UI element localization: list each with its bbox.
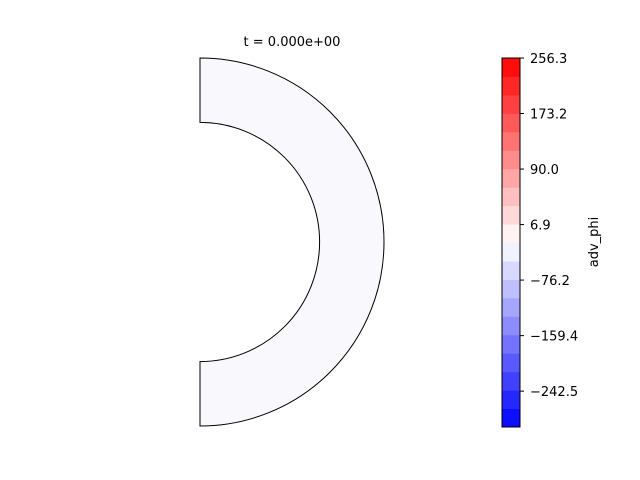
colorbar-band bbox=[502, 390, 520, 410]
colorbar-band bbox=[502, 279, 520, 299]
colorbar-tick-label: 173.2 bbox=[530, 108, 567, 123]
colorbar-tick-label: −159.4 bbox=[530, 330, 578, 345]
chart-title: t = 0.000e+00 bbox=[244, 35, 341, 50]
colorbar: 256.3 173.2 90.0 6.9 −76.2 −159.4 −242.5 bbox=[501, 52, 578, 428]
half-annulus-field bbox=[199, 57, 385, 427]
colorbar-band bbox=[502, 150, 520, 170]
colorbar-band bbox=[502, 187, 520, 207]
colorbar-tick-label: 256.3 bbox=[530, 52, 567, 67]
colorbar-band bbox=[502, 371, 520, 391]
colorbar-band bbox=[502, 316, 520, 336]
colorbar-tick-label: 6.9 bbox=[530, 219, 551, 234]
colorbar-band bbox=[502, 76, 520, 96]
colorbar-tick-label: −242.5 bbox=[530, 385, 578, 400]
colorbar-band bbox=[502, 297, 520, 317]
colorbar-band bbox=[502, 260, 520, 280]
colorbar-band bbox=[502, 242, 520, 262]
colorbar-band bbox=[502, 408, 520, 428]
colorbar-label: adv_phi bbox=[587, 217, 602, 268]
colorbar-band bbox=[502, 168, 520, 188]
colorbar-band bbox=[502, 131, 520, 151]
colorbar-tick-label: −76.2 bbox=[530, 274, 570, 289]
colorbar-band bbox=[502, 334, 520, 354]
colorbar-band bbox=[502, 94, 520, 114]
colorbar-frame bbox=[501, 57, 521, 428]
colorbar-band bbox=[502, 113, 520, 133]
colorbar-band bbox=[502, 205, 520, 225]
colorbar-tick-label: 90.0 bbox=[530, 163, 559, 178]
colorbar-band bbox=[502, 224, 520, 243]
colorbar-band bbox=[502, 353, 520, 373]
colorbar-band bbox=[502, 58, 520, 77]
